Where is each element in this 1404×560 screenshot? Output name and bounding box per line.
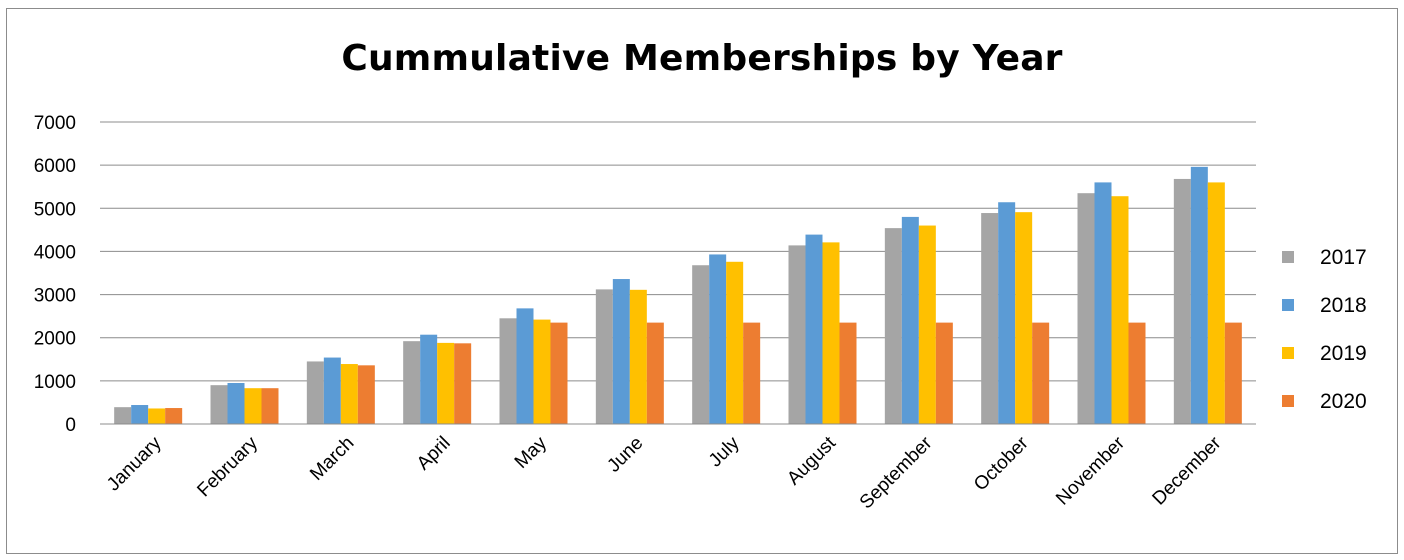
x-tick-label: June — [603, 433, 647, 477]
bar-2017-february — [210, 385, 228, 424]
y-tick-label: 2000 — [34, 329, 76, 350]
legend-swatch-2019 — [1282, 347, 1294, 359]
bar-2020-may — [550, 322, 568, 424]
bar-2018-august — [805, 234, 823, 424]
bar-2017-december — [1173, 178, 1191, 424]
bar-2019-november — [1111, 196, 1129, 424]
legend-swatch-2018 — [1282, 299, 1294, 311]
bar-2020-september — [935, 322, 953, 424]
legend-swatch-2020 — [1282, 395, 1294, 407]
gridlines — [100, 121, 1256, 382]
x-tick-label: October — [970, 432, 1033, 495]
bar-2020-november — [1128, 322, 1146, 424]
x-tick-label: July — [705, 432, 744, 471]
bar-2019-february — [244, 388, 262, 424]
bar-2019-october — [1015, 212, 1033, 424]
x-tick-label: January — [103, 432, 166, 495]
x-tick-label: December — [1149, 432, 1226, 509]
bar-2018-february — [227, 383, 245, 424]
bar-2019-december — [1207, 182, 1225, 424]
y-tick-label: 5000 — [34, 199, 76, 220]
bars — [114, 166, 1242, 424]
x-tick-label: September — [856, 432, 937, 513]
legend-label-2018: 2018 — [1320, 294, 1367, 317]
x-tick-label: February — [193, 432, 262, 501]
bar-2018-september — [901, 216, 919, 424]
y-tick-label: 3000 — [34, 286, 76, 307]
chart-title: Cummulative Memberships by Year — [341, 38, 1063, 79]
bar-2020-february — [261, 388, 279, 424]
bar-2019-january — [148, 408, 166, 424]
bar-2020-december — [1224, 322, 1242, 424]
legend: 2017 2018 2019 2020 — [1282, 246, 1367, 413]
y-tick-label: 1000 — [34, 372, 76, 393]
bar-2017-march — [306, 361, 324, 424]
bar-2020-june — [646, 322, 664, 424]
bar-2017-october — [981, 213, 999, 424]
bar-2020-march — [357, 365, 375, 424]
y-tick-label: 0 — [65, 415, 76, 436]
y-axis-ticks: 0 1000 2000 3000 4000 5000 6000 7000 — [34, 113, 76, 436]
bar-2018-july — [709, 254, 727, 424]
bar-2018-december — [1190, 166, 1208, 424]
x-tick-label: November — [1052, 432, 1129, 509]
bar-2020-july — [743, 322, 761, 424]
bar-2017-july — [692, 265, 710, 424]
bar-2019-september — [918, 225, 936, 424]
bar-2018-may — [516, 308, 534, 424]
bar-2019-june — [629, 289, 647, 424]
bar-2017-september — [884, 228, 902, 424]
bar-2017-june — [595, 289, 613, 424]
x-tick-label: April — [413, 433, 455, 475]
bar-2020-april — [454, 343, 472, 424]
bar-2019-july — [726, 261, 744, 424]
x-tick-label: August — [783, 432, 840, 489]
x-axis-ticks: January February March April May June July Augu… — [103, 432, 1226, 513]
bar-2018-march — [323, 357, 341, 424]
legend-swatch-2017 — [1282, 251, 1294, 263]
y-tick-label: 4000 — [34, 242, 76, 263]
bar-2020-october — [1032, 322, 1050, 424]
y-tick-label: 6000 — [34, 156, 76, 177]
legend-label-2017: 2017 — [1320, 246, 1367, 269]
bar-2017-august — [788, 245, 806, 424]
bar-2017-january — [114, 407, 132, 424]
bar-2019-august — [822, 242, 840, 424]
bar-2020-january — [165, 408, 183, 424]
bar-2019-april — [437, 342, 455, 424]
x-tick-label: March — [306, 433, 358, 485]
bar-2017-november — [1077, 193, 1095, 424]
legend-label-2019: 2019 — [1320, 342, 1367, 365]
bar-2020-august — [839, 322, 857, 424]
legend-label-2020: 2020 — [1320, 390, 1367, 413]
bar-2017-may — [499, 318, 517, 424]
bar-2019-may — [533, 319, 551, 424]
bar-2018-october — [998, 202, 1016, 424]
bar-2017-april — [403, 341, 421, 424]
bar-2018-november — [1094, 182, 1112, 424]
x-tick-label: May — [511, 432, 552, 473]
bar-2018-january — [131, 405, 149, 424]
bar-2018-april — [420, 334, 438, 424]
bar-2018-june — [612, 279, 630, 424]
y-tick-label: 7000 — [34, 113, 76, 134]
bar-2019-march — [340, 364, 358, 424]
